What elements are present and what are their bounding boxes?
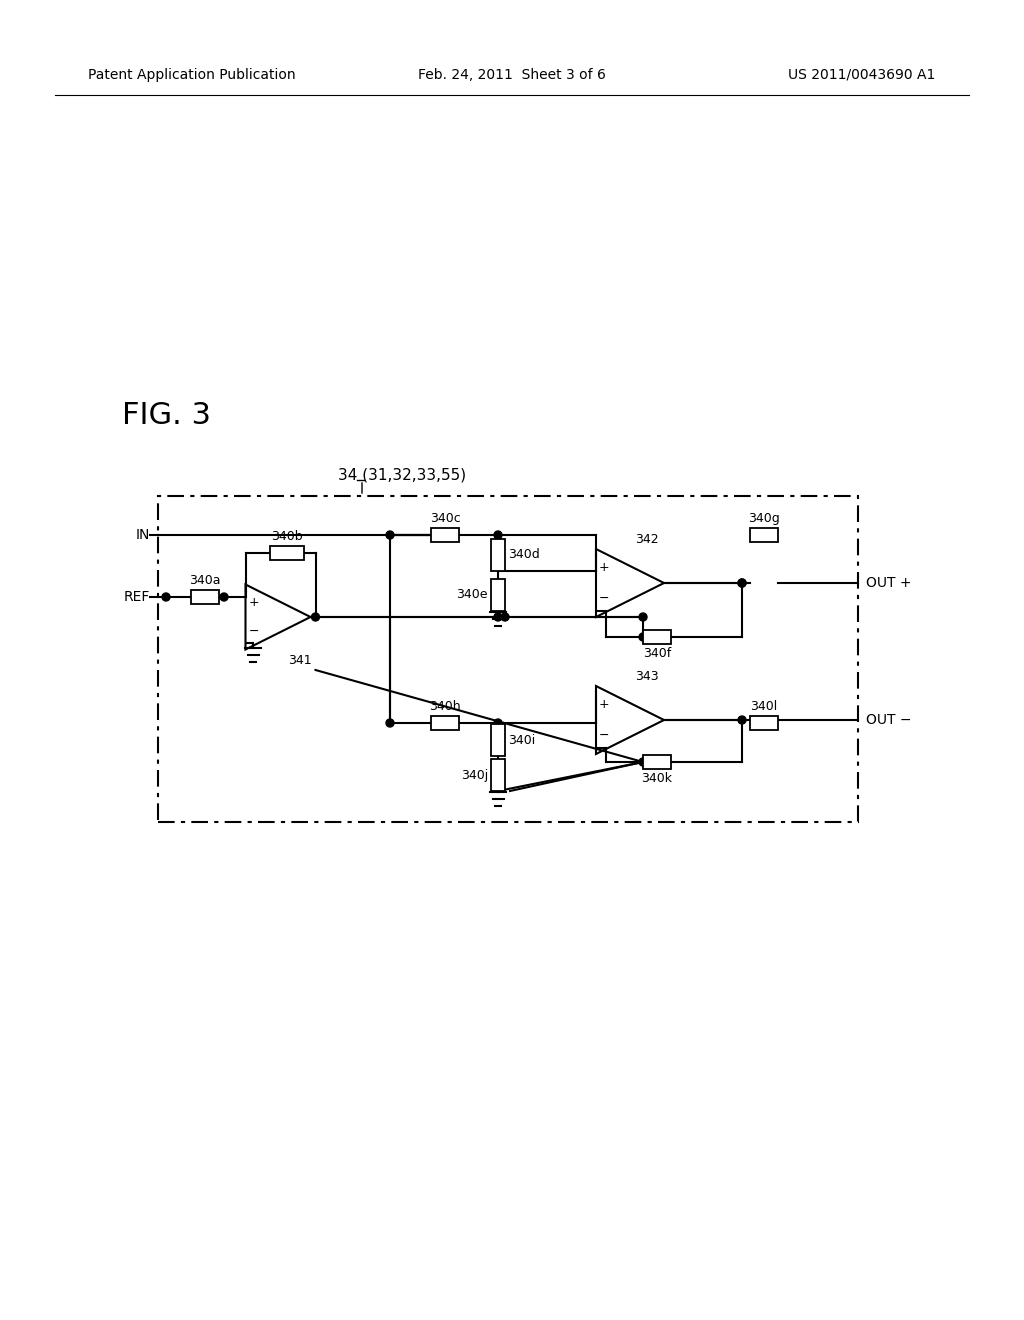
Text: OUT −: OUT − xyxy=(866,713,911,727)
Circle shape xyxy=(738,579,746,587)
Bar xyxy=(750,528,778,543)
Text: +: + xyxy=(599,698,609,711)
Bar xyxy=(643,755,671,770)
Bar xyxy=(750,715,778,730)
Circle shape xyxy=(386,531,394,539)
Bar xyxy=(490,579,505,611)
Text: 340e: 340e xyxy=(457,589,488,602)
Text: 340l: 340l xyxy=(751,700,777,713)
Text: +: + xyxy=(248,595,259,609)
Circle shape xyxy=(738,715,746,723)
Text: 34 (31,32,33,55): 34 (31,32,33,55) xyxy=(338,467,466,483)
Bar xyxy=(643,630,671,644)
Bar xyxy=(431,528,459,543)
Bar xyxy=(270,546,304,560)
Text: 343: 343 xyxy=(635,671,658,682)
Text: OUT +: OUT + xyxy=(866,576,911,590)
Circle shape xyxy=(494,612,502,620)
Text: −: − xyxy=(248,626,259,638)
Circle shape xyxy=(220,593,228,601)
Text: 340c: 340c xyxy=(430,512,461,525)
Bar xyxy=(490,539,505,572)
Text: 340a: 340a xyxy=(189,574,221,587)
Text: +: + xyxy=(599,561,609,574)
Circle shape xyxy=(639,612,647,620)
Text: IN: IN xyxy=(135,528,150,543)
Bar xyxy=(158,496,858,822)
Text: 340i: 340i xyxy=(508,734,536,747)
Text: −: − xyxy=(599,729,609,742)
Bar xyxy=(490,759,505,791)
Text: FIG. 3: FIG. 3 xyxy=(122,400,211,429)
Circle shape xyxy=(738,579,746,587)
Text: 340d: 340d xyxy=(508,549,540,561)
Circle shape xyxy=(311,612,319,620)
Bar xyxy=(191,590,219,605)
Circle shape xyxy=(501,612,509,620)
Circle shape xyxy=(386,719,394,727)
Text: 340j: 340j xyxy=(461,768,488,781)
Bar xyxy=(431,715,459,730)
Text: 340f: 340f xyxy=(643,647,671,660)
Circle shape xyxy=(494,531,502,539)
Text: 340b: 340b xyxy=(271,531,303,543)
Text: Feb. 24, 2011  Sheet 3 of 6: Feb. 24, 2011 Sheet 3 of 6 xyxy=(418,69,606,82)
Circle shape xyxy=(639,634,647,642)
Text: −: − xyxy=(599,591,609,605)
Text: 340k: 340k xyxy=(641,772,673,785)
Bar xyxy=(490,723,505,756)
Text: REF: REF xyxy=(124,590,150,605)
Text: 340h: 340h xyxy=(429,700,461,713)
Circle shape xyxy=(494,719,502,727)
Text: Patent Application Publication: Patent Application Publication xyxy=(88,69,296,82)
Text: US 2011/0043690 A1: US 2011/0043690 A1 xyxy=(787,69,935,82)
Circle shape xyxy=(639,758,647,766)
Circle shape xyxy=(162,593,170,601)
Text: 342: 342 xyxy=(635,533,658,546)
Text: 341: 341 xyxy=(288,653,311,667)
Text: 340g: 340g xyxy=(749,512,780,525)
